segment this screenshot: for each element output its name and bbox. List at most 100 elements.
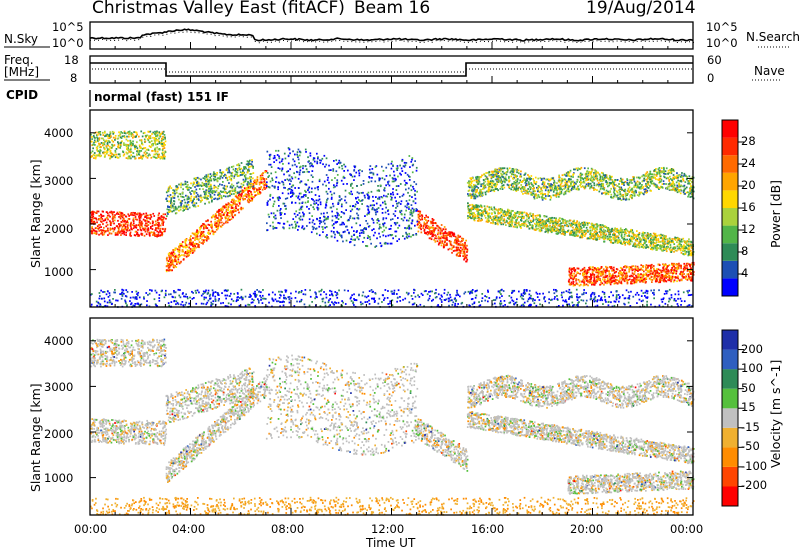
heatmap-cell <box>109 132 112 135</box>
heatmap-cell <box>185 255 188 258</box>
heatmap-cell <box>251 196 254 198</box>
heatmap-cell <box>199 235 202 237</box>
heatmap-cell <box>527 188 529 190</box>
heatmap-cell <box>542 185 545 188</box>
heatmap-cell <box>512 210 514 212</box>
heatmap-cell <box>660 249 663 251</box>
heatmap-cell <box>210 223 213 226</box>
heatmap-cell <box>662 170 664 173</box>
heatmap-cell <box>645 172 648 175</box>
heatmap-cell <box>228 175 231 178</box>
heatmap-cell <box>557 221 559 224</box>
heatmap-cell <box>659 174 661 177</box>
heatmap-cell <box>114 232 117 234</box>
heatmap-cell <box>568 175 571 178</box>
heatmap-cell <box>479 212 481 215</box>
heatmap-cell <box>157 235 160 237</box>
heatmap-cell <box>464 243 466 246</box>
heatmap-cell <box>201 235 203 237</box>
heatmap-cell <box>496 169 498 172</box>
heatmap-cell <box>642 233 645 235</box>
heatmap-cell <box>161 137 163 140</box>
heatmap-cell <box>156 146 159 149</box>
heatmap-cell <box>669 238 672 241</box>
heatmap-cell <box>600 185 602 188</box>
heatmap-cell <box>487 214 490 217</box>
heatmap-cell <box>212 230 214 233</box>
heatmap-cell <box>195 192 198 194</box>
heatmap-cell <box>572 226 574 229</box>
heatmap-cell <box>550 220 552 223</box>
heatmap-cell <box>125 231 127 234</box>
heatmap-cell <box>674 249 677 252</box>
heatmap-cell <box>478 177 481 180</box>
heatmap-cell <box>683 184 686 187</box>
heatmap-cell <box>127 221 129 224</box>
heatmap-cell <box>167 205 169 208</box>
heatmap-cell <box>476 205 479 208</box>
heatmap-cell <box>514 211 516 214</box>
heatmap-cell <box>214 191 217 193</box>
heatmap-cell <box>545 186 548 188</box>
heatmap-cell <box>542 223 545 226</box>
heatmap-cell <box>582 181 584 184</box>
heatmap-cell <box>688 238 690 241</box>
heatmap-cell <box>102 144 104 147</box>
heatmap-cell <box>163 143 165 146</box>
heatmap-cell <box>485 210 488 213</box>
heatmap-cell <box>512 225 515 228</box>
heatmap-cell <box>220 215 222 218</box>
heatmap-cell <box>666 242 669 245</box>
heatmap-cell <box>674 247 677 249</box>
heatmap-cell <box>163 152 166 155</box>
heatmap-cell <box>628 234 630 237</box>
heatmap-cell <box>675 177 678 180</box>
heatmap-cell <box>121 212 123 215</box>
heatmap-cell <box>248 192 250 195</box>
heatmap-cell <box>636 240 639 242</box>
heatmap-cell <box>493 183 495 185</box>
heatmap-cell <box>180 182 183 185</box>
heatmap-cell <box>154 229 157 231</box>
heatmap-cell <box>120 137 123 139</box>
heatmap-cell <box>221 211 223 214</box>
heatmap-cell <box>665 167 668 170</box>
heatmap-cell <box>484 216 487 219</box>
heatmap-cell <box>475 179 478 182</box>
heatmap-cell <box>99 149 102 152</box>
heatmap-cell <box>157 233 160 236</box>
heatmap-cell <box>500 223 503 226</box>
heatmap-cell <box>112 216 115 218</box>
heatmap-cell <box>455 240 458 242</box>
heatmap-cell <box>610 230 612 233</box>
heatmap-cell <box>562 225 564 228</box>
heatmap-cell <box>223 205 226 208</box>
heatmap-cell <box>559 225 561 228</box>
heatmap-cell <box>582 229 584 232</box>
heatmap-cell <box>101 218 104 220</box>
heatmap-cell <box>130 221 133 224</box>
heatmap-cell <box>482 184 484 187</box>
heatmap-cell <box>547 195 549 197</box>
heatmap-cell <box>134 230 137 233</box>
heatmap-cell <box>659 169 661 172</box>
heatmap-cell <box>168 206 171 208</box>
heatmap-cell <box>562 232 564 235</box>
heatmap-cell <box>158 223 160 226</box>
heatmap-cell <box>92 213 95 215</box>
heatmap-cell <box>457 243 460 245</box>
heatmap-cell <box>212 233 215 236</box>
heatmap-cell <box>155 139 157 142</box>
heatmap-cell <box>228 171 231 174</box>
heatmap-cell <box>109 137 111 139</box>
heatmap-cell <box>624 198 627 201</box>
heatmap-cell <box>636 194 639 196</box>
heatmap-cell <box>190 235 192 237</box>
heatmap-cell <box>259 174 262 177</box>
heatmap-cell <box>686 191 689 194</box>
heatmap-cell <box>132 136 134 139</box>
heatmap-cell <box>547 220 549 223</box>
heatmap-cell <box>455 246 458 249</box>
heatmap-cell <box>449 233 451 235</box>
heatmap-cell <box>185 244 188 247</box>
